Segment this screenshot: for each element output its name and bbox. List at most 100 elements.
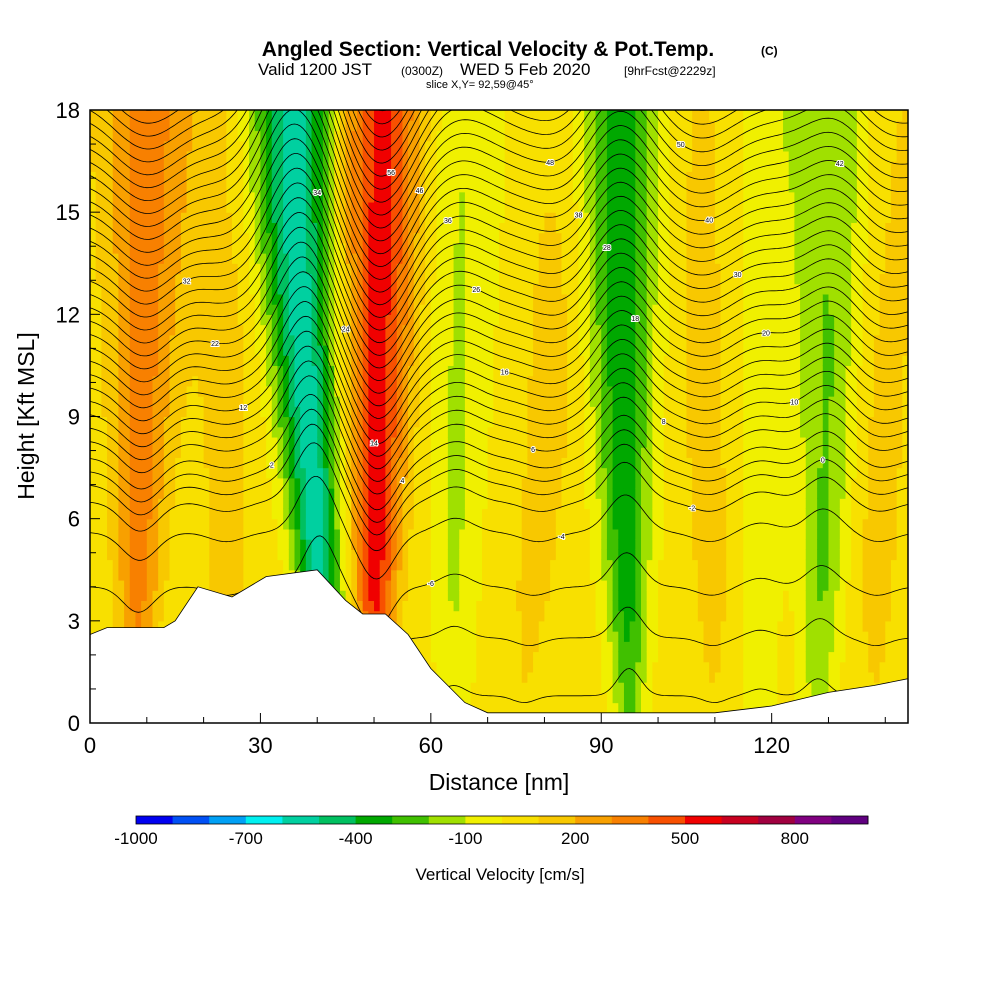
velocity-cell xyxy=(408,631,415,642)
velocity-cell xyxy=(180,406,188,418)
velocity-cell xyxy=(163,201,171,213)
velocity-cell xyxy=(436,528,443,540)
velocity-cell xyxy=(305,447,313,458)
velocity-cell xyxy=(442,375,449,387)
velocity-cell xyxy=(288,273,296,285)
velocity-cell xyxy=(260,498,267,510)
velocity-cell xyxy=(499,293,506,305)
velocity-cell xyxy=(538,590,546,601)
velocity-cell xyxy=(345,263,352,275)
velocity-cell xyxy=(95,110,102,121)
velocity-cell xyxy=(152,488,159,499)
velocity-cell xyxy=(379,181,386,193)
velocity-cell xyxy=(192,579,199,591)
velocity-cell xyxy=(544,518,551,530)
velocity-cell xyxy=(107,181,114,193)
velocity-cell xyxy=(544,477,551,489)
velocity-cell xyxy=(419,508,426,520)
velocity-cell xyxy=(391,457,398,469)
velocity-cell xyxy=(249,467,256,479)
velocity-cell xyxy=(95,304,102,315)
velocity-cell xyxy=(254,569,262,581)
velocity-cell xyxy=(351,232,358,244)
velocity-cell xyxy=(481,375,489,387)
velocity-cell xyxy=(430,549,438,561)
velocity-cell xyxy=(266,191,273,203)
velocity-cell xyxy=(334,528,341,540)
velocity-cell xyxy=(283,130,290,142)
velocity-cell xyxy=(260,201,267,213)
velocity-cell xyxy=(533,181,540,193)
velocity-cell xyxy=(163,120,171,132)
velocity-cell xyxy=(555,447,563,458)
velocity-cell xyxy=(430,150,438,162)
velocity-cell xyxy=(249,457,256,469)
velocity-cell xyxy=(180,569,188,581)
velocity-cell xyxy=(129,140,137,152)
velocity-cell xyxy=(555,702,563,714)
velocity-cell xyxy=(118,569,125,581)
velocity-cell xyxy=(351,171,358,183)
velocity-cell xyxy=(146,385,154,397)
velocity-cell xyxy=(129,344,137,356)
velocity-cell xyxy=(516,651,523,663)
velocity-cell xyxy=(430,569,438,581)
velocity-cell xyxy=(339,436,347,448)
velocity-cell xyxy=(550,324,557,336)
velocity-cell xyxy=(254,304,262,315)
velocity-cell xyxy=(499,651,506,663)
velocity-cell xyxy=(209,263,216,275)
velocity-cell xyxy=(124,110,131,121)
velocity-cell xyxy=(430,610,438,622)
velocity-cell xyxy=(442,508,449,520)
velocity-cell xyxy=(226,334,233,346)
velocity-cell xyxy=(226,385,233,397)
velocity-cell xyxy=(550,140,557,152)
velocity-cell xyxy=(214,539,222,550)
velocity-cell xyxy=(430,661,438,673)
velocity-cell xyxy=(459,477,466,489)
velocity-cell xyxy=(186,447,193,458)
velocity-cell xyxy=(527,263,534,275)
velocity-cell xyxy=(487,120,494,132)
velocity-cell xyxy=(152,273,159,285)
velocity-cell xyxy=(544,110,551,121)
velocity-cell xyxy=(90,477,97,489)
velocity-cell xyxy=(146,120,154,132)
velocity-cell xyxy=(499,181,506,193)
velocity-cell xyxy=(408,140,415,152)
velocity-cell xyxy=(163,304,171,315)
velocity-cell xyxy=(481,304,489,315)
velocity-cell xyxy=(90,283,97,295)
velocity-cell xyxy=(112,488,119,499)
velocity-cell xyxy=(379,518,386,530)
velocity-cell xyxy=(158,467,165,479)
velocity-cell xyxy=(408,549,415,561)
velocity-cell xyxy=(362,130,369,142)
velocity-cell xyxy=(493,191,500,203)
velocity-cell xyxy=(254,396,262,407)
velocity-cell xyxy=(226,498,233,510)
velocity-cell xyxy=(464,641,472,653)
velocity-cell xyxy=(141,314,148,326)
velocity-cell xyxy=(277,539,284,550)
velocity-cell xyxy=(550,610,557,622)
velocity-cell xyxy=(311,222,318,234)
velocity-cell xyxy=(328,416,335,428)
velocity-cell xyxy=(300,355,307,367)
velocity-cell xyxy=(470,631,477,642)
velocity-cell xyxy=(453,498,460,510)
velocity-cell xyxy=(209,539,216,550)
velocity-cell xyxy=(396,150,404,162)
velocity-cell xyxy=(499,579,506,591)
velocity-cell xyxy=(538,549,546,561)
velocity-cell xyxy=(425,355,432,367)
velocity-cell xyxy=(521,692,528,704)
velocity-cell xyxy=(203,385,210,397)
velocity-cell xyxy=(425,253,432,264)
velocity-cell xyxy=(385,365,392,377)
velocity-cell xyxy=(447,477,455,489)
velocity-cell xyxy=(481,385,489,397)
velocity-cell xyxy=(499,569,506,581)
velocity-cell xyxy=(169,406,176,418)
